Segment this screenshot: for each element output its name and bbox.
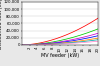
2 P-3ms: [52, 43, 53, 44]
1 P-5ms: [97, 18, 99, 19]
1P-5ms: [52, 43, 53, 44]
1P-5ms: [77, 41, 78, 42]
1P-5ms: [97, 38, 99, 39]
2 P-3ms: [22, 44, 23, 45]
1 P-3ms: [22, 44, 23, 45]
Line: 2 P-5ms: 2 P-5ms: [22, 33, 98, 45]
X-axis label: MV feeder (kW): MV feeder (kW): [41, 53, 79, 58]
Line: 1 P-5ms: 1 P-5ms: [22, 18, 98, 45]
2 P-3ms: [69, 41, 70, 42]
2 P-3ms: [31, 44, 32, 45]
1P-5ms: [76, 41, 78, 42]
5 P-5ms: [22, 44, 23, 45]
2 P-5ms: [31, 44, 32, 45]
2 P-3ms: [46, 43, 48, 44]
1P-3ms: [31, 44, 32, 45]
1 P-3ms: [31, 44, 32, 45]
2 P-5ms: [22, 44, 23, 45]
2 P-5ms: [69, 40, 70, 41]
1P-3ms: [97, 39, 99, 40]
2 P-3ms: [97, 35, 99, 36]
1 P-3ms: [69, 38, 70, 39]
5 P-5ms: [52, 44, 53, 45]
1 P-5ms: [69, 33, 70, 34]
1 P-5ms: [46, 41, 48, 42]
1P-3ms: [69, 42, 70, 43]
1P-3ms: [76, 42, 78, 43]
2 P-5ms: [77, 38, 78, 39]
Line: 1P-5ms: 1P-5ms: [22, 38, 98, 45]
5 P-5ms: [31, 44, 32, 45]
1 P-5ms: [31, 44, 32, 45]
1P-5ms: [31, 44, 32, 45]
1P-5ms: [46, 44, 48, 45]
1P-3ms: [46, 44, 48, 45]
1P-3ms: [22, 44, 23, 45]
5 P-5ms: [97, 41, 99, 42]
Line: 5 P-5ms: 5 P-5ms: [22, 41, 98, 45]
2 P-5ms: [97, 33, 99, 34]
5 P-5ms: [69, 43, 70, 44]
Line: 1P-3ms: 1P-3ms: [22, 40, 98, 45]
1 P-3ms: [76, 36, 78, 37]
1 P-5ms: [22, 44, 23, 45]
2 P-5ms: [76, 38, 78, 39]
5 P-5ms: [46, 44, 48, 45]
1P-5ms: [69, 42, 70, 43]
1P-3ms: [77, 42, 78, 43]
Line: 1 P-3ms: 1 P-3ms: [22, 29, 98, 45]
1P-5ms: [22, 44, 23, 45]
Line: 2 P-3ms: 2 P-3ms: [22, 36, 98, 45]
Y-axis label: Discounted cost (k€): Discounted cost (k€): [0, 0, 3, 49]
2 P-5ms: [46, 43, 48, 44]
